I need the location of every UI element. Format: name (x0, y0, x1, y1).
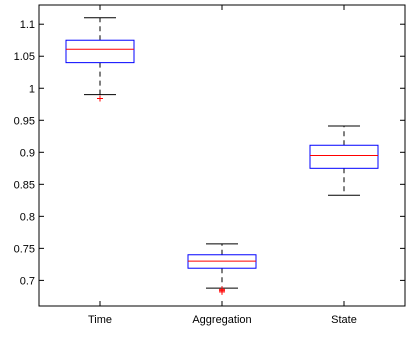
y-tick-label: 0.75 (14, 243, 35, 255)
outlier-marker (219, 286, 225, 293)
y-axis-ticks: 0.7 0.75 0.8 0.85 0.9 0.95 1 1.05 1.1 (14, 19, 405, 287)
iqr-box (309, 144, 379, 169)
box-aggregation (187, 243, 257, 295)
y-tick-label: 0.95 (14, 115, 35, 127)
box-state (309, 125, 379, 196)
x-tick-label: Aggregation (192, 314, 251, 326)
y-tick-label: 0.8 (20, 211, 35, 223)
x-tick-label: Time (88, 314, 112, 326)
y-tick-label: 0.7 (20, 275, 35, 287)
x-tick-label: State (331, 314, 357, 326)
y-tick-label: 1.1 (20, 19, 35, 31)
outlier-marker (97, 95, 103, 102)
y-tick-label: 0.9 (20, 147, 35, 159)
x-axis-ticks: Time Aggregation State (88, 5, 357, 326)
box-time (65, 17, 135, 102)
y-tick-label: 0.85 (14, 179, 35, 191)
iqr-box (65, 39, 135, 64)
y-tick-label: 1 (29, 83, 35, 95)
y-tick-label: 1.05 (14, 51, 35, 63)
boxplot-marks (65, 17, 379, 295)
